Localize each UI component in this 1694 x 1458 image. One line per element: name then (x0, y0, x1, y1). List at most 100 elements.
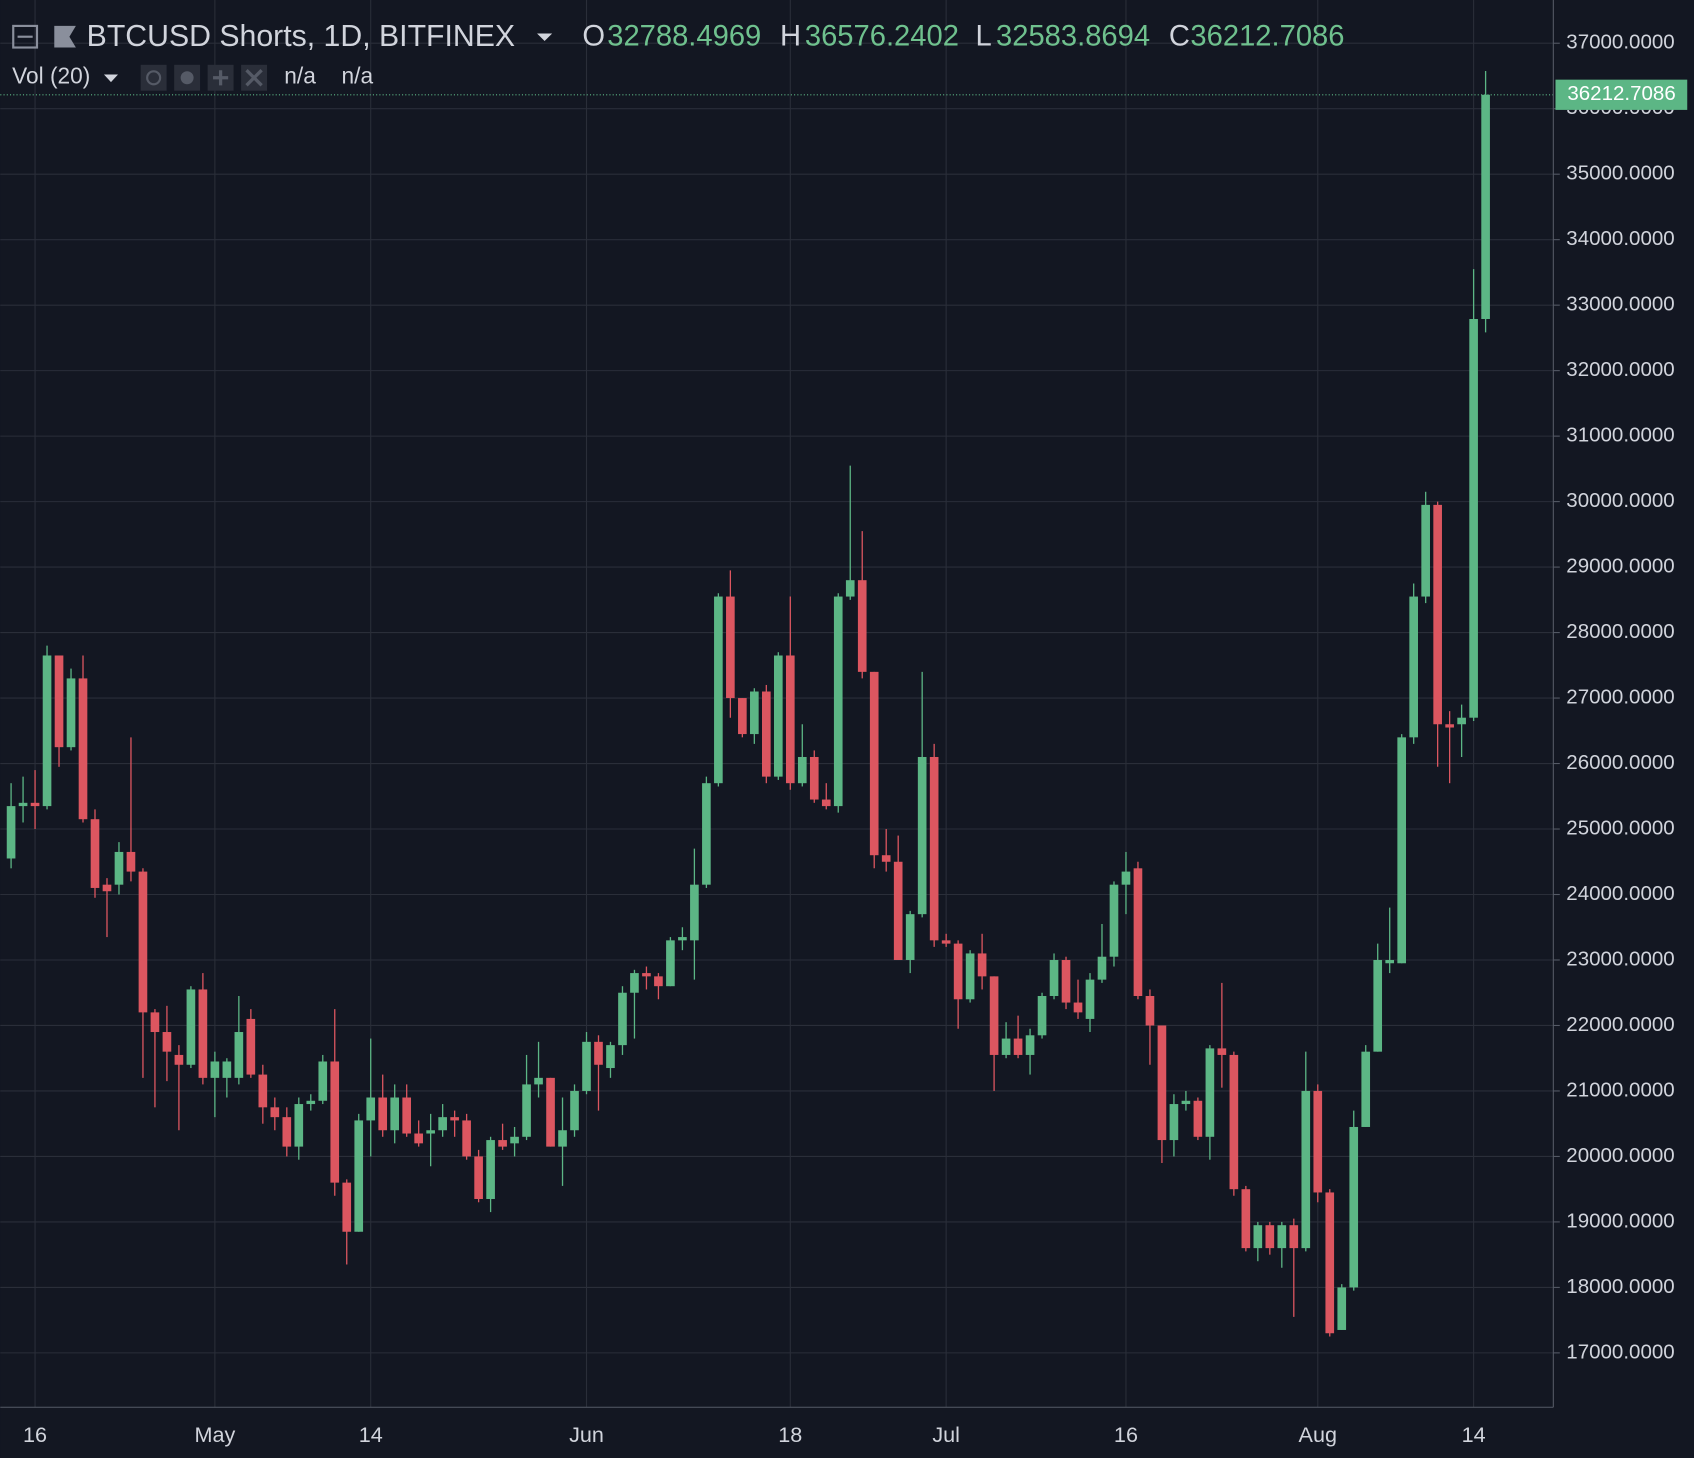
x-tick-label: 14 (359, 1422, 383, 1447)
candle-body (618, 992, 627, 1046)
flag-icon[interactable] (54, 25, 76, 48)
last-price-label: 36212.7086 (1567, 82, 1675, 105)
eye-icon[interactable] (140, 64, 167, 91)
candle-body (378, 1097, 388, 1131)
candle-body (1229, 1054, 1239, 1190)
candle-body (594, 1041, 603, 1065)
y-tick-label: 17000.0000 (1566, 1340, 1674, 1363)
candle-body (138, 871, 148, 1013)
candle-body (642, 973, 651, 977)
candle-body (426, 1130, 435, 1134)
x-tick-label: 16 (23, 1422, 47, 1447)
candle-body (666, 940, 675, 987)
symbol-dropdown[interactable] (537, 33, 553, 42)
candle-body (1337, 1287, 1347, 1330)
candle-body (582, 1041, 591, 1091)
candle-body (318, 1061, 328, 1101)
legend-header: BTCUSD Shorts, 1D, BITFINEX O 32788.4969… (12, 20, 1344, 91)
candle-body (246, 1018, 256, 1075)
x-tick-label: Jul (932, 1422, 960, 1447)
y-tick-label: 20000.0000 (1566, 1144, 1674, 1167)
candle-body (1481, 94, 1490, 320)
candle-body (162, 1032, 172, 1052)
candle-body (1049, 959, 1059, 997)
y-tick-label: 28000.0000 (1566, 620, 1674, 643)
candle-body (534, 1077, 543, 1085)
collapse-icon[interactable] (12, 24, 39, 49)
candle-body (186, 989, 196, 1065)
candle-body (905, 914, 915, 960)
candle-body (1037, 996, 1047, 1036)
candle-body (1157, 1025, 1167, 1141)
candle-body (1097, 956, 1107, 980)
candle-body (294, 1104, 304, 1147)
indicator-name: Vol (20) (12, 63, 90, 89)
candle-body (1061, 959, 1071, 1003)
candle-body (1241, 1189, 1251, 1249)
candle-body (270, 1107, 280, 1118)
remove-icon-glyph (245, 69, 263, 87)
axes: 17000.0000 18000.0000 19000.0000 20000.0000… (23, 31, 1688, 1447)
candle-body (654, 976, 663, 987)
candle-body (522, 1084, 531, 1137)
candle-body (1013, 1038, 1023, 1055)
y-tick-label: 22000.0000 (1566, 1013, 1674, 1036)
candles (0, 70, 1554, 1337)
candle-body (1361, 1051, 1371, 1127)
candle-body (1253, 1225, 1263, 1249)
y-tick-label: 18000.0000 (1566, 1275, 1674, 1298)
candle-body (1349, 1126, 1359, 1288)
candle-body (977, 953, 987, 977)
candle-body (1193, 1100, 1203, 1137)
candle-body (282, 1117, 292, 1147)
add-icon-glyph (213, 70, 229, 86)
ohlc-value: 36212.7086 (1190, 21, 1344, 53)
candle-body (1469, 319, 1478, 718)
candle-body (174, 1054, 184, 1065)
candle-body (54, 655, 64, 748)
candle-body (953, 943, 963, 1000)
candle-body (1205, 1048, 1215, 1137)
candle-body (1301, 1090, 1311, 1249)
candle-body (857, 580, 867, 672)
ohlc-value: 32788.4969 (607, 21, 761, 53)
ohlc-value: 32583.8694 (996, 21, 1150, 53)
x-tick-label: Jun (569, 1422, 604, 1447)
candle-body (306, 1100, 316, 1105)
candle-body (546, 1077, 555, 1147)
candle-body (1277, 1225, 1287, 1249)
candle-body (198, 989, 208, 1078)
candle-body (738, 698, 747, 735)
candle-body (917, 756, 927, 915)
candle-body (1001, 1038, 1011, 1055)
candle-body (450, 1117, 459, 1121)
candle-body (510, 1136, 519, 1144)
y-tick-label: 35000.0000 (1566, 162, 1674, 185)
candle-body (726, 596, 735, 699)
candle-body (809, 756, 819, 800)
candle-body (1325, 1192, 1335, 1334)
candle-body (354, 1120, 364, 1232)
indicator-dropdown[interactable] (103, 74, 118, 83)
candle-body (414, 1133, 423, 1144)
candle-body (210, 1061, 220, 1078)
candle-body (1133, 868, 1143, 997)
candle-body (678, 937, 687, 941)
candle-body (1289, 1225, 1299, 1249)
candle-body (570, 1090, 579, 1131)
candle-body (390, 1097, 400, 1131)
candle-body (558, 1130, 567, 1147)
candle-body (1217, 1048, 1227, 1055)
y-tick-label: 27000.0000 (1566, 685, 1674, 708)
candle-body (1313, 1090, 1323, 1193)
x-tick-label: May (194, 1422, 235, 1447)
candle-body (965, 953, 975, 1000)
candle-body (438, 1117, 447, 1131)
candle-body (1457, 717, 1466, 725)
candle-body (881, 855, 891, 862)
candle-body (989, 976, 999, 1055)
candle-body (821, 799, 831, 807)
y-tick-label: 19000.0000 (1566, 1209, 1674, 1232)
candle-body (714, 596, 723, 784)
